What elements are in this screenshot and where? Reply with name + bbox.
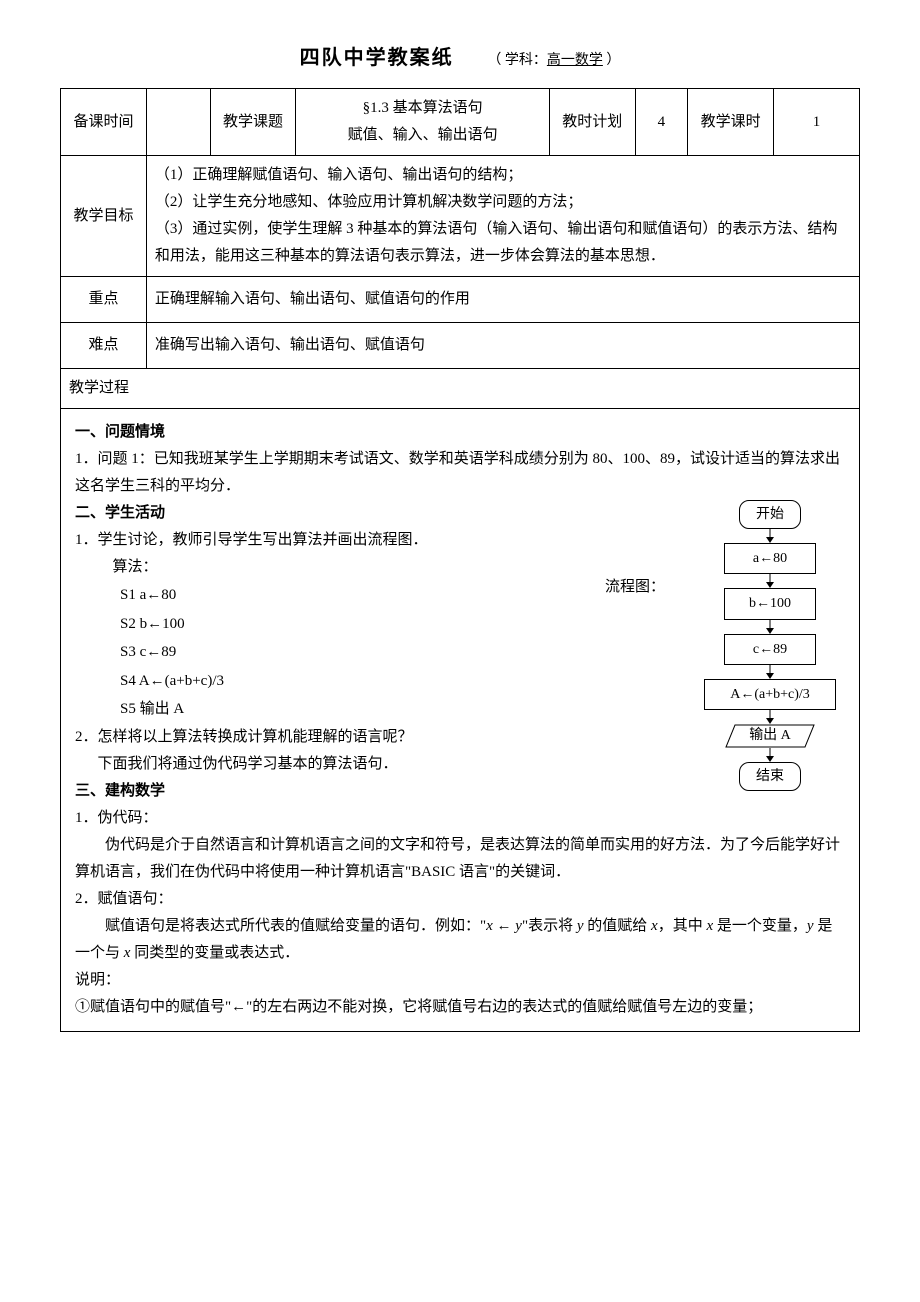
algo-flow-wrap: 二、学生活动 1．学生讨论，教师引导学生写出算法并画出流程图． 算法： S1 a…	[75, 500, 845, 805]
sec3-sm1: ①赋值语句中的赋值号"←"的左右两边不能对换，它将赋值号右边的表达式的值赋给赋值…	[75, 994, 845, 1021]
topic-value: §1.3 基本算法语句 赋值、输入、输出语句	[296, 89, 549, 156]
algo-step: S5 输出 A	[120, 695, 605, 724]
table-row: 教学目标 （1）正确理解赋值语句、输入语句、输出语句的结构； （2）让学生充分地…	[61, 156, 860, 277]
prep-time-value	[146, 89, 210, 156]
objectives-value: （1）正确理解赋值语句、输入语句、输出语句的结构； （2）让学生充分地感知、体验…	[146, 156, 859, 277]
flow-box: c←89	[724, 634, 816, 665]
content-body: 一、问题情境 1．问题 1：已知我班某学生上学期期末考试语文、数学和英语学科成绩…	[60, 409, 860, 1032]
algo-step: S1 a←80	[120, 581, 605, 610]
algo-steps: S1 a←80 S2 b←100 S3 c←89 S4 A←(a+b+c)/3 …	[120, 581, 605, 724]
algo-step: S3 c←89	[120, 638, 605, 667]
algo-label: 算法：	[113, 554, 605, 581]
sec3-1-body: 伪代码是介于自然语言和计算机语言之间的文字和符号，是表达算法的简单而实用的好方法…	[75, 832, 845, 886]
section-2-title: 二、学生活动	[75, 500, 675, 527]
page-header: 四队中学教案纸 （ 学科：高一数学 ）	[60, 40, 860, 76]
prep-time-label: 备课时间	[61, 89, 147, 156]
plan-hours-label: 教时计划	[549, 89, 635, 156]
class-hours-label: 教学课时	[688, 89, 774, 156]
sec2-p2: 2．怎样将以上算法转换成计算机能理解的语言呢？	[75, 724, 675, 751]
difficulty-label: 难点	[61, 323, 147, 369]
sec3-1-label: 1．伪代码：	[75, 805, 845, 832]
difficulty-value: 准确写出输入语句、输出语句、赋值语句	[146, 323, 859, 369]
table-row: 重点 正确理解输入语句、输出语句、赋值语句的作用	[61, 277, 860, 323]
lesson-plan-table: 备课时间 教学课题 §1.3 基本算法语句 赋值、输入、输出语句 教时计划 4 …	[60, 88, 860, 409]
section-3-title: 三、建构数学	[75, 778, 675, 805]
table-row: 备课时间 教学课题 §1.3 基本算法语句 赋值、输入、输出语句 教时计划 4 …	[61, 89, 860, 156]
keypoint-label: 重点	[61, 277, 147, 323]
problem-1-text: 1．问题 1：已知我班某学生上学期期末考试语文、数学和英语学科成绩分别为 80、…	[75, 446, 845, 500]
algo-step: S2 b←100	[120, 610, 605, 639]
flow-box: a←80	[724, 543, 816, 574]
algo-step: S4 A←(a+b+c)/3	[120, 667, 605, 696]
section-1-title: 一、问题情境	[75, 419, 845, 446]
sec2-p1: 1．学生讨论，教师引导学生写出算法并画出流程图．	[75, 527, 675, 554]
algorithm-column: 二、学生活动 1．学生讨论，教师引导学生写出算法并画出流程图． 算法： S1 a…	[75, 500, 675, 805]
keypoint-value: 正确理解输入语句、输出语句、赋值语句的作用	[146, 277, 859, 323]
flow-box: b←100	[724, 588, 816, 619]
subject-label: （ 学科：高一数学 ）	[487, 53, 620, 68]
flow-start: 开始	[739, 500, 801, 529]
objectives-label: 教学目标	[61, 156, 147, 277]
flow-output: 输出 A	[725, 724, 815, 748]
school-title: 四队中学教案纸	[300, 47, 454, 69]
flow-end: 结束	[739, 762, 801, 791]
process-header: 教学过程	[61, 369, 860, 409]
table-row: 难点 准确写出输入语句、输出语句、赋值语句	[61, 323, 860, 369]
sec3-sm: 说明：	[75, 967, 845, 994]
flow-box: A←(a+b+c)/3	[704, 679, 836, 710]
flowchart-label: 流程图：	[605, 574, 665, 601]
class-hours-value: 1	[774, 89, 860, 156]
topic-label: 教学课题	[210, 89, 296, 156]
table-row: 教学过程	[61, 369, 860, 409]
sec3-2-body: 赋值语句是将表达式所代表的值赋给变量的语句．例如："x ← y"表示将 y 的值…	[75, 913, 845, 967]
flowchart: 开始 a←80 b←100 c←89 A←(a+b+c)/3 输出 A 结束	[695, 500, 845, 791]
plan-hours-value: 4	[635, 89, 687, 156]
sec2-p3: 下面我们将通过伪代码学习基本的算法语句．	[98, 751, 676, 778]
sec3-2-label: 2．赋值语句：	[75, 886, 845, 913]
